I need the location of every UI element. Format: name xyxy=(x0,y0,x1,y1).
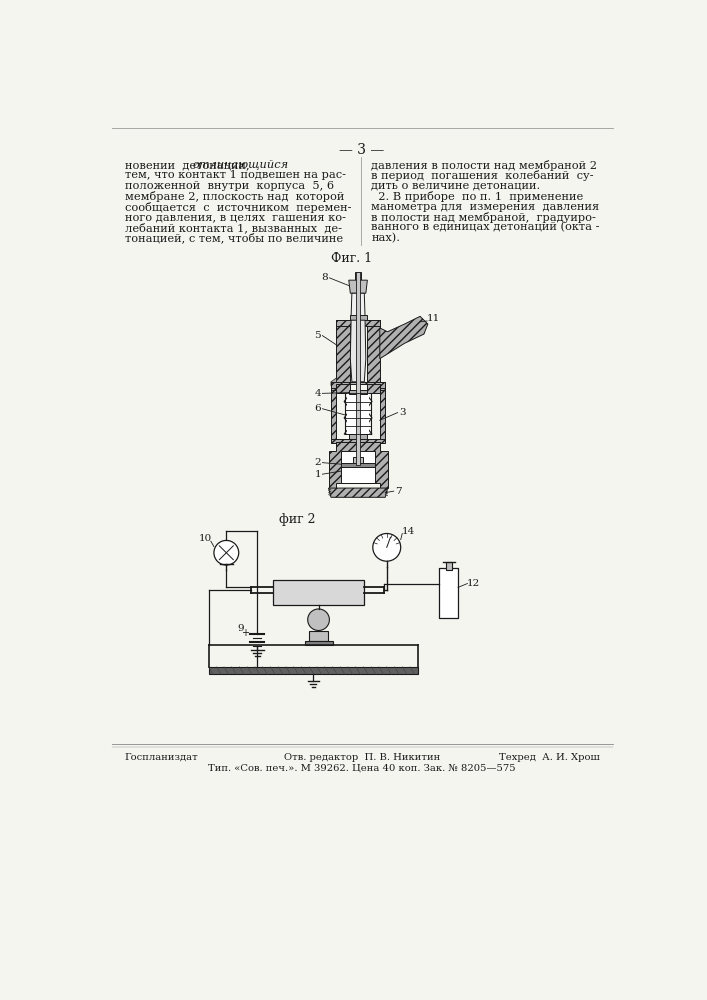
Text: нах).: нах). xyxy=(371,233,400,243)
Text: положенной  внутри  корпуса  5, 6: положенной внутри корпуса 5, 6 xyxy=(125,181,334,191)
Text: 5: 5 xyxy=(315,331,321,340)
Text: — 3 —: — 3 — xyxy=(339,143,385,157)
Polygon shape xyxy=(331,439,385,443)
Text: 4: 4 xyxy=(315,389,321,398)
Text: 7: 7 xyxy=(395,487,402,496)
Text: сообщается  с  источником  перемен-: сообщается с источником перемен- xyxy=(125,202,351,213)
Circle shape xyxy=(214,540,239,565)
Text: Госпланиздат: Госпланиздат xyxy=(125,753,199,762)
Text: тонацией, с тем, чтобы по величине: тонацией, с тем, чтобы по величине xyxy=(125,233,343,244)
Text: 12: 12 xyxy=(467,579,480,588)
Text: отличающийся: отличающийся xyxy=(192,160,288,170)
Bar xyxy=(341,451,375,483)
Polygon shape xyxy=(367,320,380,393)
Text: фиг 2: фиг 2 xyxy=(279,513,316,526)
Text: давления в полости над мембраной 2: давления в полости над мембраной 2 xyxy=(371,160,597,171)
Polygon shape xyxy=(351,320,366,382)
Text: 6: 6 xyxy=(315,404,321,413)
Text: лебаний контакта 1, вызванных  де-: лебаний контакта 1, вызванных де- xyxy=(125,222,341,233)
Bar xyxy=(355,272,361,280)
Bar xyxy=(356,272,361,465)
Text: Отв. редактор  П. В. Никитин: Отв. редактор П. В. Никитин xyxy=(284,753,440,762)
Polygon shape xyxy=(331,382,385,388)
Text: +: + xyxy=(241,628,249,638)
Bar xyxy=(309,631,328,641)
Polygon shape xyxy=(329,488,387,497)
Bar xyxy=(209,667,418,674)
Polygon shape xyxy=(380,382,385,440)
Polygon shape xyxy=(349,280,368,293)
Polygon shape xyxy=(380,382,385,389)
Circle shape xyxy=(373,533,401,561)
Polygon shape xyxy=(351,293,365,316)
Text: манометра для  измерения  давления: манометра для измерения давления xyxy=(371,202,600,212)
Text: новении  детонации,: новении детонации, xyxy=(125,160,253,170)
Polygon shape xyxy=(331,382,337,440)
Bar xyxy=(349,389,368,394)
Text: 1: 1 xyxy=(315,470,321,479)
Bar xyxy=(273,580,364,605)
Bar xyxy=(337,320,380,326)
Text: в полости над мембраной,  градуиро-: в полости над мембраной, градуиро- xyxy=(371,212,596,223)
Polygon shape xyxy=(337,320,349,393)
Text: Техред  А. И. Хрош: Техред А. И. Хрош xyxy=(499,753,600,762)
Text: ного давления, в целях  гашения ко-: ного давления, в целях гашения ко- xyxy=(125,212,346,222)
Text: 11: 11 xyxy=(426,314,440,323)
Polygon shape xyxy=(329,442,387,488)
Bar xyxy=(354,457,363,463)
Text: дить о величине детонации.: дить о величине детонации. xyxy=(371,181,540,191)
Bar xyxy=(440,568,458,618)
Bar xyxy=(349,315,367,321)
Bar xyxy=(347,393,369,434)
Polygon shape xyxy=(380,316,428,359)
Text: 8: 8 xyxy=(322,273,328,282)
Text: тем, что контакт 1 подвешен на рас-: тем, что контакт 1 подвешен на рас- xyxy=(125,170,346,180)
Text: Фиг. 1: Фиг. 1 xyxy=(332,252,373,265)
Text: 3: 3 xyxy=(399,408,406,417)
Text: в период  погашения  колебаний  су-: в период погашения колебаний су- xyxy=(371,170,594,181)
Text: 14: 14 xyxy=(402,527,415,536)
Text: 2: 2 xyxy=(315,458,321,467)
Polygon shape xyxy=(331,382,337,389)
Polygon shape xyxy=(344,393,372,434)
Polygon shape xyxy=(331,378,337,386)
Bar xyxy=(349,434,368,439)
Text: ванного в единицах детонаций (окта -: ванного в единицах детонаций (окта - xyxy=(371,222,600,233)
Text: 10: 10 xyxy=(199,534,212,543)
Text: 2. В приборе  по п. 1  применение: 2. В приборе по п. 1 применение xyxy=(371,191,583,202)
Text: Тип. «Сов. печ.». М 39262. Цена 40 коп. Зак. № 8205—575: Тип. «Сов. печ.». М 39262. Цена 40 коп. … xyxy=(208,764,516,773)
Bar xyxy=(305,641,332,645)
Bar xyxy=(341,463,375,467)
Text: мембране 2, плоскость над  которой: мембране 2, плоскость над которой xyxy=(125,191,344,202)
Bar xyxy=(445,562,452,570)
Text: 9: 9 xyxy=(237,624,244,633)
Circle shape xyxy=(308,609,329,631)
